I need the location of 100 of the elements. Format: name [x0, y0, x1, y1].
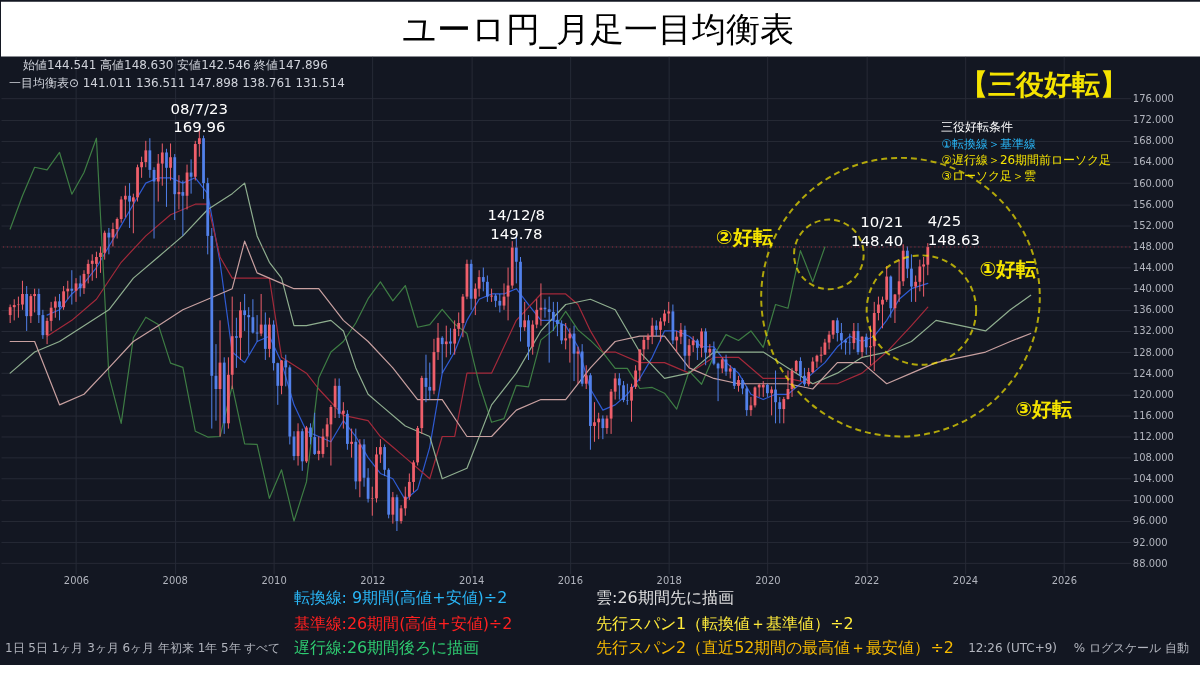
candlestick: [712, 340, 716, 366]
annotation: 14/12/8 149.78: [487, 206, 546, 244]
candlestick: [799, 356, 802, 382]
annotation: 三役好転条件: [941, 120, 1014, 135]
y-tick-label: 136.000: [1132, 304, 1174, 316]
x-tick-label: 2012: [360, 575, 386, 587]
candlestick: [650, 317, 654, 345]
y-tick-label: 132.000: [1132, 325, 1174, 337]
candlestick: [29, 293, 33, 324]
text: 先行スパン2（直近52期間の最高値＋最安値）÷2: [596, 638, 954, 658]
candlestick: [634, 364, 637, 390]
candlestick: [350, 428, 353, 459]
candlestick: [412, 459, 415, 493]
candlestick: [560, 319, 564, 345]
candlestick: [675, 330, 679, 353]
candlestick: [700, 327, 703, 358]
candlestick: [341, 401, 345, 430]
x-tick-label: 2024: [952, 575, 979, 587]
candlestick: [49, 301, 53, 332]
candlestick: [601, 414, 605, 440]
candlestick: [638, 348, 642, 382]
candlestick: [910, 253, 913, 303]
y-tick-label: 172.000: [1132, 114, 1174, 126]
candlestick: [444, 325, 448, 358]
candlestick: [276, 362, 280, 406]
candlestick: [704, 327, 708, 366]
annotation: ②好転: [715, 226, 773, 250]
candlestick: [403, 486, 407, 517]
x-tick-label: 2006: [63, 575, 90, 587]
candlestick: [90, 253, 94, 282]
candlestick: [379, 438, 382, 464]
candlestick: [774, 370, 777, 424]
y-tick-label: 108.000: [1132, 452, 1174, 464]
candlestick: [107, 227, 111, 255]
candlestick: [659, 317, 662, 342]
candlestick: [687, 338, 691, 369]
candlestick: [197, 130, 201, 158]
candlestick: [835, 317, 839, 342]
candlestick: [485, 274, 489, 303]
candlestick: [745, 385, 749, 417]
candlestick: [99, 245, 102, 274]
annotation: ①好転: [979, 258, 1037, 282]
candlestick: [169, 143, 172, 181]
candlestick: [906, 245, 909, 279]
candlestick: [770, 385, 774, 416]
y-tick-label: 96.000: [1132, 515, 1168, 527]
chart-title: ユーロ円_月足一目均衡表: [401, 10, 795, 50]
candlestick: [62, 285, 65, 311]
annotation: 08/7/23 169.96: [170, 99, 229, 137]
y-tick-label: 128.000: [1132, 346, 1174, 358]
candlestick: [370, 486, 374, 517]
candlestick: [597, 412, 601, 440]
candlestick: [625, 383, 629, 406]
candlestick: [642, 335, 646, 361]
y-tick-label: 124.000: [1132, 367, 1174, 379]
candlestick: [523, 301, 527, 332]
candlestick: [259, 293, 263, 337]
candlestick: [131, 193, 135, 234]
candlestick: [391, 491, 395, 525]
candlestick: [490, 288, 493, 303]
text: 基準線:26期間(高値+安値)÷2: [293, 613, 513, 633]
text: 雲:26期間先に描画: [596, 587, 734, 607]
y-tick-label: 160.000: [1132, 177, 1174, 189]
candlestick: [778, 396, 782, 424]
text: 1日 5日 1ヶ月 3ヶ月 6ヶ月 年初来 1年 5年 すべて: [4, 641, 281, 656]
x-tick-label: 2022: [854, 575, 880, 587]
candlestick: [21, 280, 24, 311]
candlestick: [831, 319, 835, 340]
candlestick: [148, 137, 152, 179]
candlestick: [617, 372, 621, 401]
candlestick: [383, 443, 386, 477]
text: 遅行線:26期間後ろに描画: [293, 638, 480, 658]
y-tick-label: 116.000: [1132, 409, 1174, 421]
x-tick-label: 2016: [557, 575, 584, 587]
y-tick-label: 152.000: [1132, 219, 1174, 231]
y-tick-label: 176.000: [1132, 93, 1174, 105]
candlestick: [128, 182, 131, 229]
x-tick-label: 2026: [1051, 575, 1077, 587]
candlestick: [123, 185, 127, 218]
candlestick: [584, 364, 588, 390]
candlestick: [918, 259, 922, 292]
candlestick: [144, 140, 148, 168]
candlestick: [852, 322, 856, 350]
candlestick: [53, 296, 57, 319]
candlestick: [531, 319, 535, 356]
y-tick-label: 100.000: [1132, 494, 1174, 506]
candlestick: [235, 317, 238, 369]
candlestick: [12, 298, 16, 321]
y-tick-label: 156.000: [1132, 198, 1174, 210]
candlestick: [564, 322, 568, 350]
annotation: 【三役好転】: [959, 68, 1128, 102]
candlestick: [309, 422, 312, 445]
candlestick: [165, 148, 168, 208]
candlestick: [407, 472, 411, 501]
candlestick: [25, 285, 29, 332]
candlestick: [881, 296, 884, 329]
candlestick: [695, 338, 699, 361]
candlestick: [95, 251, 98, 279]
candlestick: [70, 269, 74, 306]
candlestick: [914, 274, 918, 303]
